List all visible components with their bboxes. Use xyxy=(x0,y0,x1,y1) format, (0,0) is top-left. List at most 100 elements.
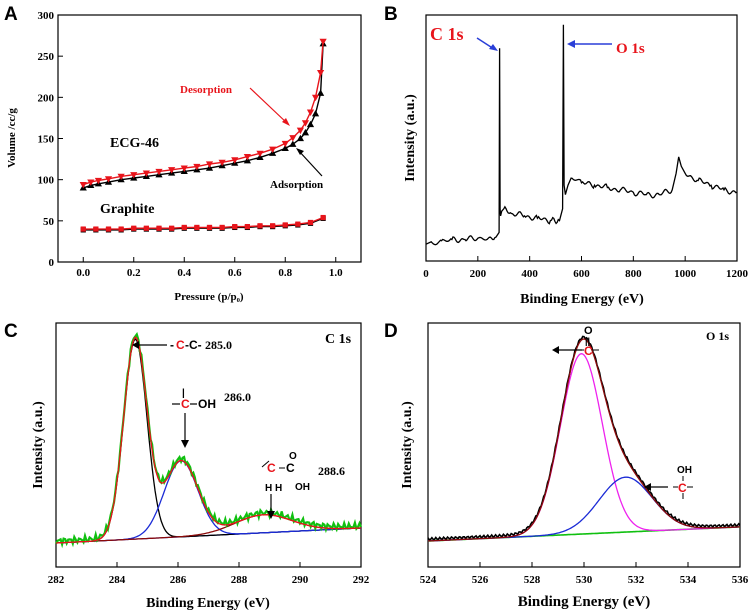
x-tick-label-d: 532 xyxy=(628,574,645,586)
data-point xyxy=(93,226,99,232)
co-oxygen: O xyxy=(584,325,593,337)
x-tick-label-d: 534 xyxy=(680,574,697,586)
x-tick-label-b: 600 xyxy=(573,268,590,280)
x-tick-label-a: 1.0 xyxy=(329,267,343,279)
y-tick-label-a: 250 xyxy=(38,51,55,63)
adsorption-arrow xyxy=(297,149,323,177)
x-tick-label-d: 530 xyxy=(576,574,593,586)
fit-envelope-line xyxy=(427,338,740,542)
data-point xyxy=(306,109,315,116)
data-point xyxy=(281,140,289,148)
coh-oh: OH xyxy=(198,397,216,411)
y-axis-label-c: Intensity (a.u.) xyxy=(31,401,46,489)
data-point xyxy=(206,224,213,231)
data-point xyxy=(130,172,138,179)
data-point xyxy=(319,38,327,46)
data-point xyxy=(244,223,250,230)
data-point xyxy=(155,168,163,176)
x-axis-label-a: Pressure (p/p₀) xyxy=(174,291,244,303)
y-tick-label-a: 0 xyxy=(49,257,55,269)
panel-d-chart: 524 526 528 530 532 534 536 Binding Energy (eV… xyxy=(400,322,749,610)
y-tick-label-a: 200 xyxy=(38,92,55,104)
annotation-c1s: C 1s xyxy=(430,24,464,44)
data-point xyxy=(156,225,162,231)
x-axis-label-b: Binding Energy (eV) xyxy=(520,292,644,307)
data-point xyxy=(296,134,304,142)
data-point xyxy=(243,154,251,161)
co-carbon-red: C xyxy=(584,344,593,358)
data-point xyxy=(168,167,176,174)
annotation-adsorption: Adsorption xyxy=(270,179,323,191)
x-tick-label-a: 0.2 xyxy=(127,267,141,279)
acid-peak-label: 288.6 xyxy=(318,464,345,478)
peak-component-1 xyxy=(427,476,740,542)
x-tick-label-b: 1200 xyxy=(726,268,749,280)
data-point xyxy=(232,223,238,230)
fit-envelope-line xyxy=(55,336,362,544)
y-axis-label-d: Intensity (a.u.) xyxy=(400,401,415,489)
annotation-o1s-title: O 1s xyxy=(706,329,729,343)
coh-carbon-red: C xyxy=(181,397,190,411)
y-tick-label-a: 50 xyxy=(43,216,55,228)
data-point xyxy=(181,224,187,231)
cc-peak-label: 285.0 xyxy=(205,338,232,352)
acid-bond-left xyxy=(261,460,270,468)
x-tick-label-c: 290 xyxy=(292,574,309,586)
cc-group: -C- xyxy=(185,338,202,352)
x-tick-label-a: 0.0 xyxy=(76,267,90,279)
data-point xyxy=(118,226,124,232)
x-tick-label-d: 524 xyxy=(420,574,437,586)
data-point xyxy=(219,224,225,231)
data-point xyxy=(317,89,325,96)
x-tick-label-d: 528 xyxy=(524,574,541,586)
co-arrowhead xyxy=(552,346,559,354)
acid-arrowhead xyxy=(267,511,275,519)
y-tick-label-a: 300 xyxy=(38,10,55,22)
data-point xyxy=(131,225,137,231)
data-point xyxy=(306,120,315,128)
data-point xyxy=(301,120,310,127)
coh-d-arrowhead xyxy=(644,483,651,491)
peak-component-0 xyxy=(427,353,740,542)
annotation-graphite: Graphite xyxy=(100,202,154,217)
data-point xyxy=(301,128,310,136)
y-tick-label-a: 150 xyxy=(38,134,55,146)
data-point xyxy=(295,221,301,227)
plot-frame-d xyxy=(427,322,741,568)
panel-label-c: C xyxy=(4,321,18,342)
series-line-1 xyxy=(83,41,324,186)
x-tick-label-c: 288 xyxy=(231,574,248,586)
y-tick-label-a: 100 xyxy=(38,175,55,187)
data-point xyxy=(257,223,263,229)
acid-h1: H xyxy=(265,483,272,494)
cc-dash: - xyxy=(170,338,174,352)
c1s-arrowhead xyxy=(489,44,498,51)
survey-spectrum-line xyxy=(425,24,738,246)
x-tick-label-a: 0.4 xyxy=(177,267,191,279)
x-tick-label-c: 292 xyxy=(353,574,370,586)
adsorption-arrowhead xyxy=(296,148,304,155)
data-point xyxy=(193,163,201,171)
x-axis-label-d: Binding Energy (eV) xyxy=(518,594,651,610)
o1s-arrowhead xyxy=(567,40,575,48)
x-tick-label-a: 0.6 xyxy=(228,267,242,279)
co-double-bond: || xyxy=(585,336,590,346)
panel-c-chart: 282 284 286 288 290 292 Binding Energy (eV) I… xyxy=(31,322,370,611)
annotation-ecg46: ECG-46 xyxy=(110,136,159,151)
panel-label-a: A xyxy=(4,4,18,25)
data-point xyxy=(94,177,102,185)
data-point xyxy=(80,226,86,232)
x-tick-label-c: 286 xyxy=(170,574,187,586)
data-point xyxy=(256,150,264,158)
data-point xyxy=(317,70,325,77)
desorption-arrowhead xyxy=(282,118,290,126)
data-point xyxy=(282,222,288,228)
data-point xyxy=(194,224,200,231)
annotation-c1s-title: C 1s xyxy=(325,332,352,347)
data-point xyxy=(296,127,304,135)
annotation-o1s: O 1s xyxy=(616,41,645,57)
annotation-desorption: Desorption xyxy=(180,84,232,96)
data-point xyxy=(311,110,320,117)
data-point xyxy=(205,161,214,168)
